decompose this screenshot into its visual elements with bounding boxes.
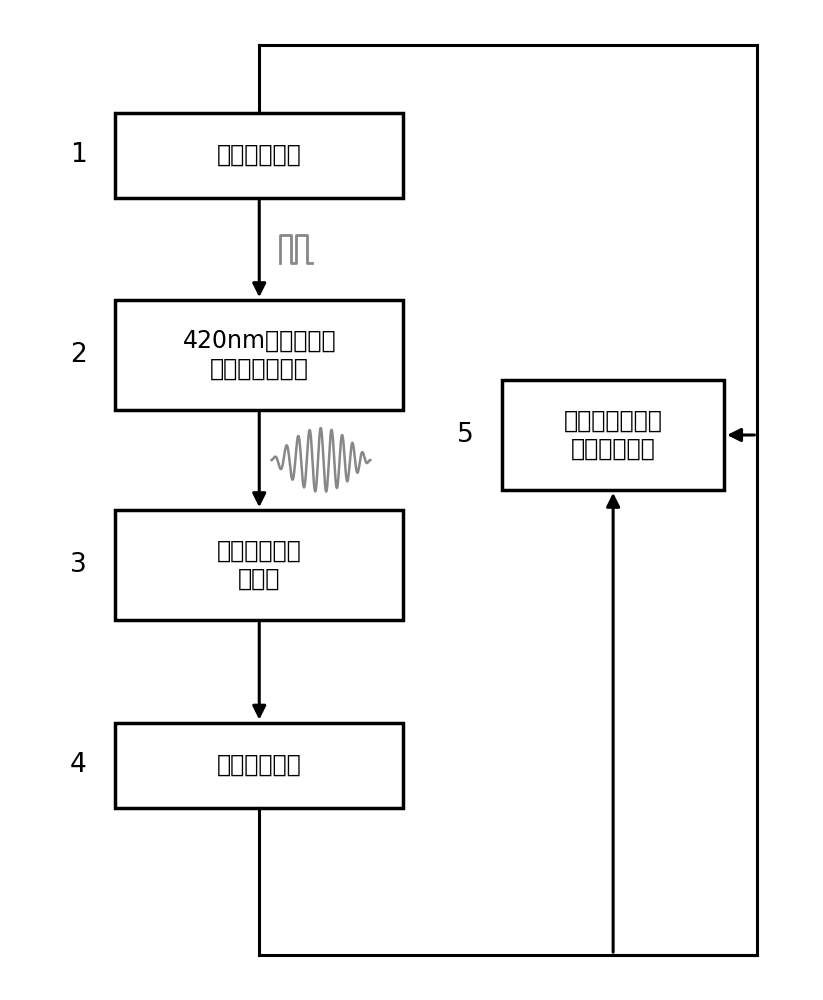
Bar <box>502 380 724 490</box>
Text: 2: 2 <box>70 342 86 368</box>
Bar <box>115 510 403 620</box>
Text: 4: 4 <box>70 752 86 778</box>
Text: 420nm脉冲调制宽
谱多频激光系统: 420nm脉冲调制宽 谱多频激光系统 <box>183 329 336 381</box>
Bar <box>115 112 403 198</box>
Bar <box>115 300 403 410</box>
Bar <box>115 722 403 808</box>
Text: 电源控制系统: 电源控制系统 <box>217 143 301 167</box>
Text: 激光探测模块: 激光探测模块 <box>217 753 301 777</box>
Text: 5: 5 <box>457 422 473 448</box>
Text: 激光鉴相及高速
伺服控制电路: 激光鉴相及高速 伺服控制电路 <box>564 409 663 461</box>
Text: 1: 1 <box>70 142 86 168</box>
Text: 调制转移谱稳
频系统: 调制转移谱稳 频系统 <box>217 539 301 591</box>
Text: 3: 3 <box>70 552 86 578</box>
